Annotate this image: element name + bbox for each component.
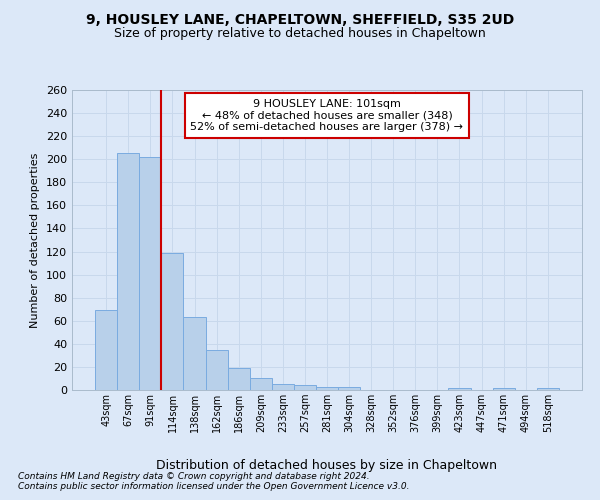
- Bar: [227, 368, 250, 390]
- Text: Contains public sector information licensed under the Open Government Licence v3: Contains public sector information licen…: [18, 482, 409, 491]
- Bar: [117, 154, 139, 390]
- Text: Distribution of detached houses by size in Chapeltown: Distribution of detached houses by size …: [157, 458, 497, 471]
- Bar: [537, 388, 559, 390]
- Bar: [206, 350, 227, 390]
- Bar: [95, 310, 117, 390]
- Y-axis label: Number of detached properties: Number of detached properties: [31, 152, 40, 328]
- Text: 9 HOUSLEY LANE: 101sqm
← 48% of detached houses are smaller (348)
52% of semi-de: 9 HOUSLEY LANE: 101sqm ← 48% of detached…: [191, 99, 464, 132]
- Bar: [448, 388, 470, 390]
- Bar: [139, 157, 161, 390]
- Bar: [250, 378, 272, 390]
- Text: Size of property relative to detached houses in Chapeltown: Size of property relative to detached ho…: [114, 28, 486, 40]
- Bar: [338, 386, 360, 390]
- Bar: [272, 384, 294, 390]
- Bar: [294, 386, 316, 390]
- Text: Contains HM Land Registry data © Crown copyright and database right 2024.: Contains HM Land Registry data © Crown c…: [18, 472, 370, 481]
- Bar: [161, 252, 184, 390]
- Bar: [184, 318, 206, 390]
- Text: 9, HOUSLEY LANE, CHAPELTOWN, SHEFFIELD, S35 2UD: 9, HOUSLEY LANE, CHAPELTOWN, SHEFFIELD, …: [86, 12, 514, 26]
- Bar: [493, 388, 515, 390]
- Bar: [316, 386, 338, 390]
